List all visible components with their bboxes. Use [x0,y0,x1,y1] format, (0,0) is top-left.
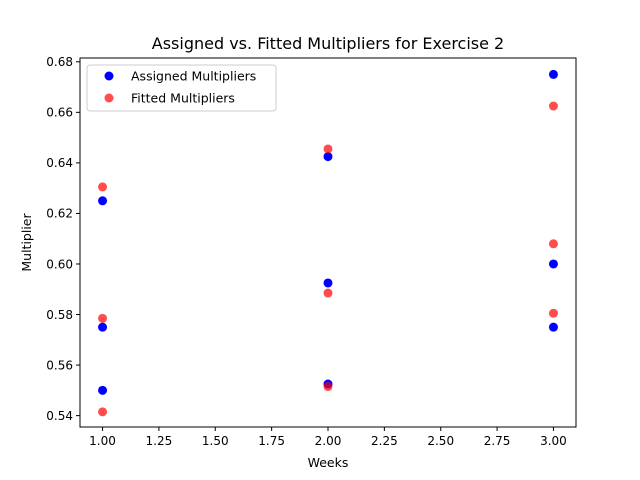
fitted-point [323,144,333,154]
plot-marks [98,69,558,417]
legend-marker-fitted [104,93,114,103]
x-tick-label: 1.75 [258,434,285,448]
x-tick-label: 2.25 [371,434,398,448]
y-tick-label: 0.66 [46,106,73,120]
y-tick-label: 0.64 [46,156,73,170]
fitted-point [98,313,108,323]
plot-frame [79,57,577,428]
x-tick-label: 1.50 [202,434,229,448]
assigned-point [548,69,558,79]
legend-label-fitted: Fitted Multipliers [131,91,235,106]
assigned-point [323,278,333,288]
assigned-point [98,385,108,395]
x-tick-label: 3.00 [540,434,567,448]
y-axis-label: Multiplier [19,213,34,272]
y-tick-label: 0.68 [46,55,73,69]
y-tick-label: 0.60 [46,257,73,271]
fitted-point [548,239,558,249]
x-tick-label: 1.00 [89,434,116,448]
y-tick-label: 0.62 [46,207,73,221]
x-tick-label: 2.75 [484,434,511,448]
y-tick-label: 0.54 [46,409,73,423]
x-tick-label: 2.50 [427,434,454,448]
chart-title: Assigned vs. Fitted Multipliers for Exer… [152,34,504,53]
assigned-point [98,196,108,206]
fitted-point [98,407,108,417]
x-axis: 1.00 1.25 1.50 1.75 2.00 2.25 2.50 2.75 3.00 [89,427,567,448]
legend-marker-assigned [104,71,114,81]
y-tick-label: 0.58 [46,308,73,322]
legend: Assigned Multipliers Fitted Multipliers [86,64,277,112]
y-tick-label: 0.56 [46,358,73,372]
y-axis: 0.54 0.56 0.58 0.60 0.62 0.64 0.66 0.68 [46,55,80,423]
assigned-point [548,322,558,332]
fitted-point [323,288,333,298]
x-tick-label: 1.25 [146,434,173,448]
assigned-point [548,259,558,269]
fitted-point [548,101,558,111]
series-assigned [98,69,558,395]
fitted-point [98,182,108,192]
fitted-point [548,308,558,318]
series-fitted [98,101,558,417]
assigned-point [98,322,108,332]
legend-box [86,64,277,112]
x-axis-label: Weeks [308,455,349,470]
assigned-point [323,152,333,162]
legend-label-assigned: Assigned Multipliers [131,69,256,84]
x-tick-label: 2.00 [315,434,342,448]
fitted-point [323,382,333,392]
